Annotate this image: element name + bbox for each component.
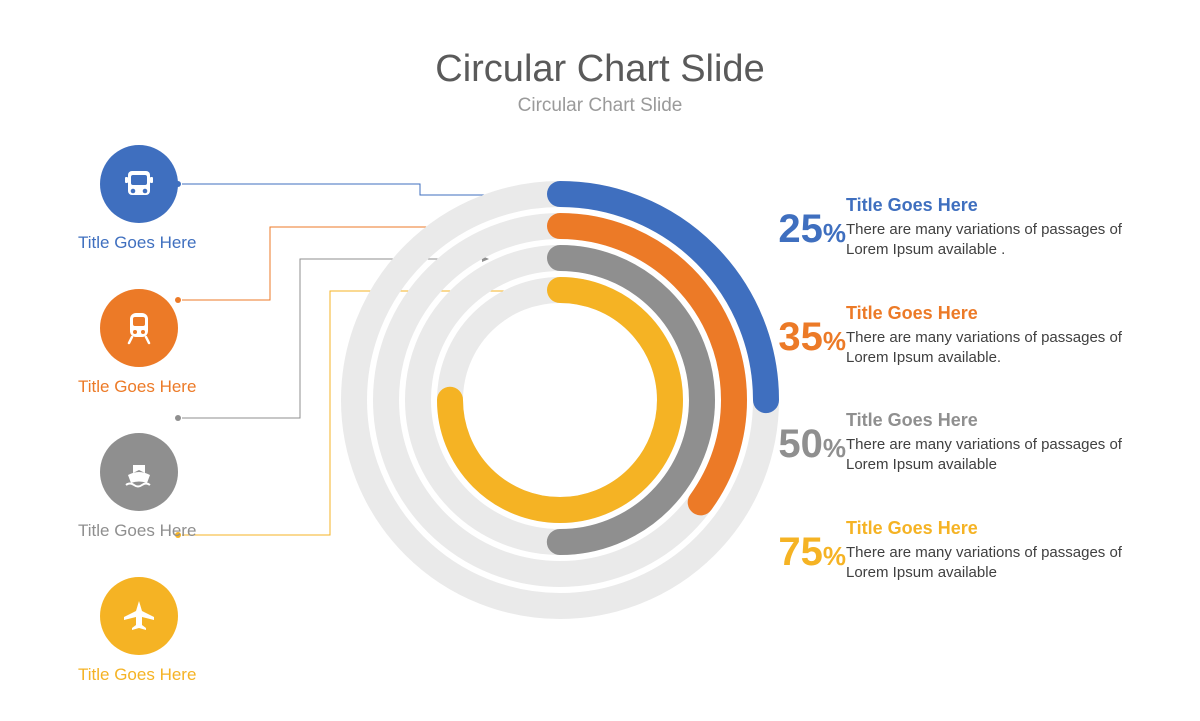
left-item-label: Title Goes Here xyxy=(78,521,196,541)
train-icon xyxy=(100,289,178,367)
left-item-label: Title Goes Here xyxy=(78,377,196,397)
left-item-label: Title Goes Here xyxy=(78,233,196,253)
stat-item: 75%Title Goes Here There are many variati… xyxy=(772,518,1152,584)
stat-item: 50%Title Goes Here There are many variati… xyxy=(772,410,1152,476)
page-title: Circular Chart Slide xyxy=(0,0,1200,91)
stat-title: Title Goes Here xyxy=(846,195,1152,216)
left-item-label: Title Goes Here xyxy=(78,665,196,685)
right-stat-list: 25%Title Goes HereThere are many variati… xyxy=(772,195,1152,625)
ship-icon xyxy=(100,433,178,511)
header: Circular Chart Slide Circular Chart Slid… xyxy=(0,0,1200,117)
left-icon-list: Title Goes Here Title Goes Here Title Goes… xyxy=(78,145,196,721)
stat-item: 35%Title Goes Here There are many variati… xyxy=(772,303,1152,369)
plane-icon xyxy=(100,577,178,655)
stat-title: Title Goes Here xyxy=(846,518,1152,539)
stat-percent: 35% xyxy=(772,303,846,369)
left-item: Title Goes Here xyxy=(78,433,196,541)
stat-desc: There are many variations of passages of… xyxy=(846,328,1152,369)
stat-percent: 25% xyxy=(772,195,846,261)
stat-desc: There are many variations of passages of… xyxy=(846,220,1152,261)
page-subtitle: Circular Chart Slide xyxy=(0,95,1200,117)
stat-desc: There are many variations of passages of… xyxy=(846,435,1152,476)
left-item: Title Goes Here xyxy=(78,145,196,253)
stat-title: Title Goes Here xyxy=(846,303,1152,324)
stat-desc: There are many variations of passages of… xyxy=(846,543,1152,584)
bus-icon xyxy=(100,145,178,223)
left-item: Title Goes Here xyxy=(78,289,196,397)
left-item: Title Goes Here xyxy=(78,577,196,685)
radial-chart xyxy=(340,175,780,625)
stat-percent: 75% xyxy=(772,518,846,584)
stat-item: 25%Title Goes Here There are many variati… xyxy=(772,195,1152,261)
stat-title: Title Goes Here xyxy=(846,410,1152,431)
stat-percent: 50% xyxy=(772,410,846,476)
